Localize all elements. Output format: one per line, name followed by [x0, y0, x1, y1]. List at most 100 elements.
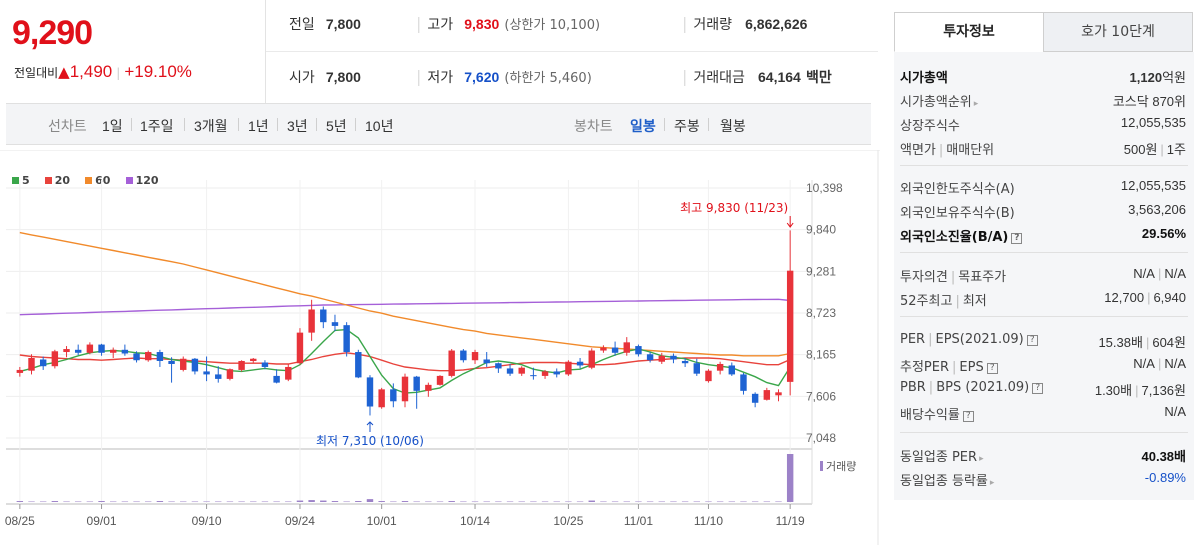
help-icon[interactable]: ?: [986, 363, 998, 374]
candle-body: [296, 332, 304, 364]
period-3y[interactable]: 3년: [287, 118, 308, 134]
low-annotation: 최저 7,310 (10/06): [316, 434, 424, 448]
volume-bar: [168, 501, 175, 503]
caret-right-icon[interactable]: ▸: [989, 478, 995, 488]
legend-ma20: 20: [44, 174, 70, 187]
volume-bar: [506, 501, 514, 503]
prev-close-value: 7,800: [325, 16, 361, 32]
candle-body: [250, 358, 257, 361]
ma60-line: [19, 231, 791, 357]
period-1w[interactable]: 1주일: [140, 118, 174, 134]
caret-right-icon[interactable]: ▸: [979, 454, 984, 464]
candle-body: [588, 350, 595, 368]
tab-order-book[interactable]: 호가 10단계: [1043, 12, 1193, 52]
candle-body: [261, 362, 269, 367]
y-tick-label: 9,840: [806, 223, 836, 237]
candle-body: [86, 344, 94, 353]
period-1d[interactable]: 1일: [102, 118, 123, 134]
amount-value: 64,164: [758, 69, 801, 85]
candle-weekly[interactable]: 주봉: [674, 118, 700, 134]
high-arrow-head: [786, 222, 794, 228]
foreign-hold-row: 외국인보유주식수(B) 3,563,206: [900, 202, 1186, 221]
volume-bar: [705, 501, 712, 503]
volume-bar: [366, 499, 374, 502]
candle-body: [518, 367, 525, 374]
candle-body: [611, 347, 619, 353]
volume-bar: [740, 501, 747, 503]
volume-bar: [133, 501, 140, 503]
candle-daily[interactable]: 일봉: [630, 118, 656, 134]
volume-bar: [250, 501, 257, 503]
tab-investment-info[interactable]: 투자정보: [894, 12, 1044, 52]
candle-body: [530, 375, 537, 377]
candle-body: [28, 358, 35, 371]
candle-body: [331, 322, 339, 326]
volume-bar: [308, 500, 315, 502]
par-value-row: 액면가 | 매매단위 500원 | 1주: [900, 142, 1186, 158]
volume-bar: [238, 501, 245, 503]
volume-bar: [448, 501, 455, 502]
candle-body: [109, 349, 117, 353]
volume-bar: [355, 501, 362, 502]
volume-bar: [495, 501, 502, 503]
y-tick-label: 7,048: [806, 431, 836, 445]
candle-body: [215, 374, 222, 379]
candle-body: [390, 389, 397, 402]
candle-body: [63, 349, 70, 353]
volume-bar: [215, 501, 222, 503]
help-icon[interactable]: ?: [1011, 233, 1023, 244]
y-tick-label: 9,281: [806, 264, 836, 278]
candle-body: [576, 361, 584, 366]
volume-bar: [611, 501, 619, 503]
candle-body: [366, 377, 374, 407]
volume-bar: [588, 500, 595, 502]
week52-row: 52주최고 | 최저 12,700 | 6,940: [900, 290, 1186, 309]
candle-body: [448, 350, 455, 376]
volume-bar: [28, 501, 35, 503]
help-icon[interactable]: ?: [1026, 335, 1038, 346]
pbr-row: PBR | BPS (2021.09)? 1.30배 | 7,136원: [900, 380, 1186, 398]
candle-body: [39, 359, 47, 367]
candle-body: [320, 309, 327, 323]
y-tick-label: 8,723: [806, 306, 836, 320]
candle-body: [51, 351, 59, 367]
candle-body: [74, 349, 82, 353]
candle-body: [635, 346, 642, 355]
opinion-row: 투자의견 | 목표주가 N/A | N/A: [900, 266, 1186, 285]
volume-bar: [98, 501, 105, 502]
high-label: 고가: [427, 17, 454, 33]
candle-body: [121, 349, 129, 354]
volume-bar: [296, 500, 304, 502]
candle-body: [238, 360, 245, 370]
volume-bar: [716, 501, 724, 503]
period-10y[interactable]: 10년: [365, 118, 394, 134]
help-icon[interactable]: ?: [962, 411, 974, 422]
y-tick-label: 10,398: [806, 181, 843, 195]
volume-bar: [728, 501, 736, 503]
period-3m[interactable]: 3개월: [194, 118, 228, 134]
candle-body: [763, 390, 771, 400]
volume-bar: [74, 501, 82, 503]
candle-body: [133, 353, 140, 361]
divider: [900, 252, 1188, 253]
caret-right-icon[interactable]: ▸: [973, 99, 979, 109]
volume-bar: [483, 501, 490, 503]
candle-body: [168, 360, 175, 364]
volume-bar: [471, 501, 479, 503]
volume-bar: [145, 501, 152, 503]
divider: [900, 432, 1188, 433]
period-1y[interactable]: 1년: [248, 118, 269, 134]
volume-bar: [285, 501, 292, 503]
help-icon[interactable]: ?: [1032, 383, 1044, 394]
period-5y[interactable]: 5년: [326, 118, 347, 134]
price-chart[interactable]: 10,398 9,840 9,281 8,723 8,165 7,606 7,048 08/2…: [0, 150, 880, 545]
volume-label: 거래량: [826, 460, 856, 473]
volume-bar: [635, 501, 642, 503]
prev-close-label: 전일: [289, 17, 315, 33]
candle-monthly[interactable]: 월봉: [720, 118, 746, 134]
market-cap-rank-row: 시가총액순위 ▸ 코스닥 870위: [900, 94, 1186, 110]
volume-bar: [109, 501, 117, 503]
volume-bar: [576, 501, 584, 503]
high-price: | 고가 9,830 (상한가 10,100): [416, 14, 601, 33]
up-arrow-icon: ▲: [58, 63, 70, 81]
